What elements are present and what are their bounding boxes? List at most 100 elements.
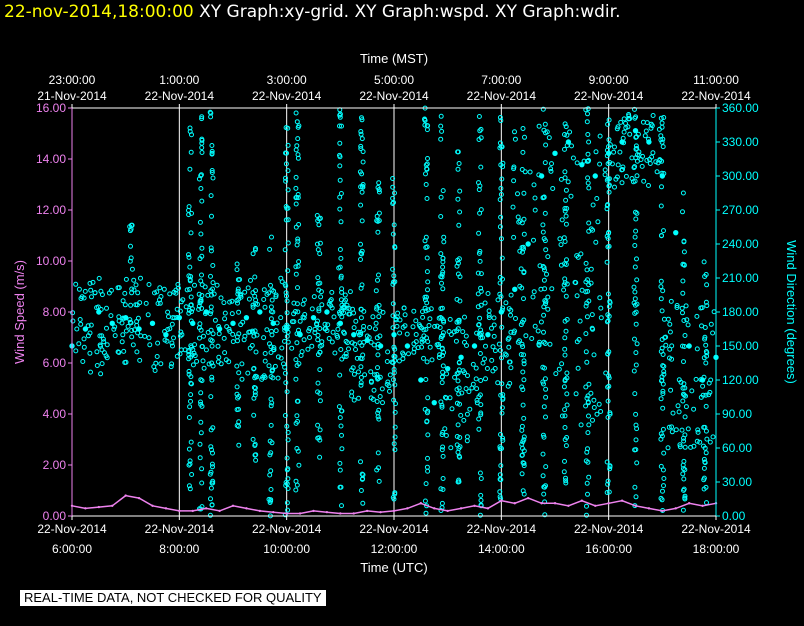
wdir-point [689,388,695,394]
wdir-point [338,219,344,225]
wdir-point [564,206,570,211]
wdir-point [283,483,289,488]
wdir-point [683,303,689,309]
wspd-point [486,507,490,510]
wdir-point [457,188,463,194]
wdir-point [474,330,480,336]
wdir-point [585,277,590,283]
wdir-point [620,164,626,170]
wdir-point [574,160,580,166]
wdir-point [476,416,482,422]
wdir-point [583,458,589,464]
wdir-point [372,326,378,332]
wdir-point [198,297,204,303]
wdir-point [268,396,274,402]
wdir-point [583,349,589,355]
wdir-point [88,287,94,293]
wdir-point [402,312,408,318]
wdir-point [152,368,158,373]
wdir-point [542,376,548,382]
wdir-point [376,302,382,308]
wdir-point [337,320,344,327]
wdir-point [703,299,709,305]
wdir-point [535,328,541,334]
wdir-point [584,395,590,401]
wdir-point [351,331,357,338]
wdir-point [694,346,700,352]
wdir-point [337,163,343,169]
wspd-point [298,512,302,515]
wdir-point [603,370,609,376]
wdir-point [462,339,467,345]
wdir-point [268,374,274,380]
wdir-point [400,324,406,330]
wdir-point [670,410,676,416]
wdir-point [391,397,397,403]
wdir-point [703,403,709,409]
wdir-point [439,447,445,453]
wspd-point [406,507,409,510]
wdir-point [317,326,323,331]
wspd-point [84,507,87,510]
wdir-point [454,296,460,302]
wdir-point [562,458,567,464]
wdir-point [317,427,323,433]
wdir-point [691,406,697,412]
wdir-point [183,304,189,310]
wdir-point [210,175,216,181]
wdir-point [392,424,398,430]
right-tick-label: 240.00 [722,237,759,251]
wdir-point [367,325,373,330]
wdir-point [278,315,284,321]
wdir-point [189,472,195,477]
wdir-point [478,285,484,291]
wdir-point [521,361,527,367]
wdir-point [188,149,194,155]
wdir-point [359,183,365,189]
wdir-point [634,460,640,466]
wdir-point [680,385,686,391]
wdir-point [284,310,290,316]
wdir-point [373,320,379,326]
wdir-point [440,363,446,369]
wdir-point [404,331,410,337]
wdir-point [545,306,551,312]
wdir-point [108,313,114,319]
wdir-point [96,275,102,281]
wdir-point [559,217,565,223]
wdir-point [267,452,273,458]
wdir-point [449,406,455,412]
wdir-point [562,206,568,211]
wdir-point [475,270,481,276]
wdir-point [422,498,428,504]
wdir-point [112,333,118,339]
wdir-point [634,256,639,262]
wdir-point [569,143,574,149]
wdir-point [564,375,570,381]
wdir-point [460,329,466,335]
wdir-point [617,149,623,155]
wdir-point [314,213,320,218]
wdir-point [541,404,547,410]
wdir-point [210,280,216,286]
wdir-point [266,496,272,502]
wdir-point [315,380,321,386]
wdir-point [643,128,649,134]
wdir-point [621,116,627,122]
wdir-point [345,340,350,346]
wdir-point [710,330,716,336]
axes [68,104,720,520]
wdir-point [171,335,176,341]
wdir-point [497,197,503,203]
wdir-point [537,339,542,345]
wspd-point [272,510,275,514]
wdir-point [368,369,374,375]
wdir-point [508,292,514,298]
wdir-point [588,390,594,396]
wdir-point [129,286,135,292]
wdir-point [527,169,533,175]
wdir-point [339,286,345,292]
wdir-point [158,294,164,299]
wdir-point [490,368,496,374]
wdir-point [675,403,681,409]
